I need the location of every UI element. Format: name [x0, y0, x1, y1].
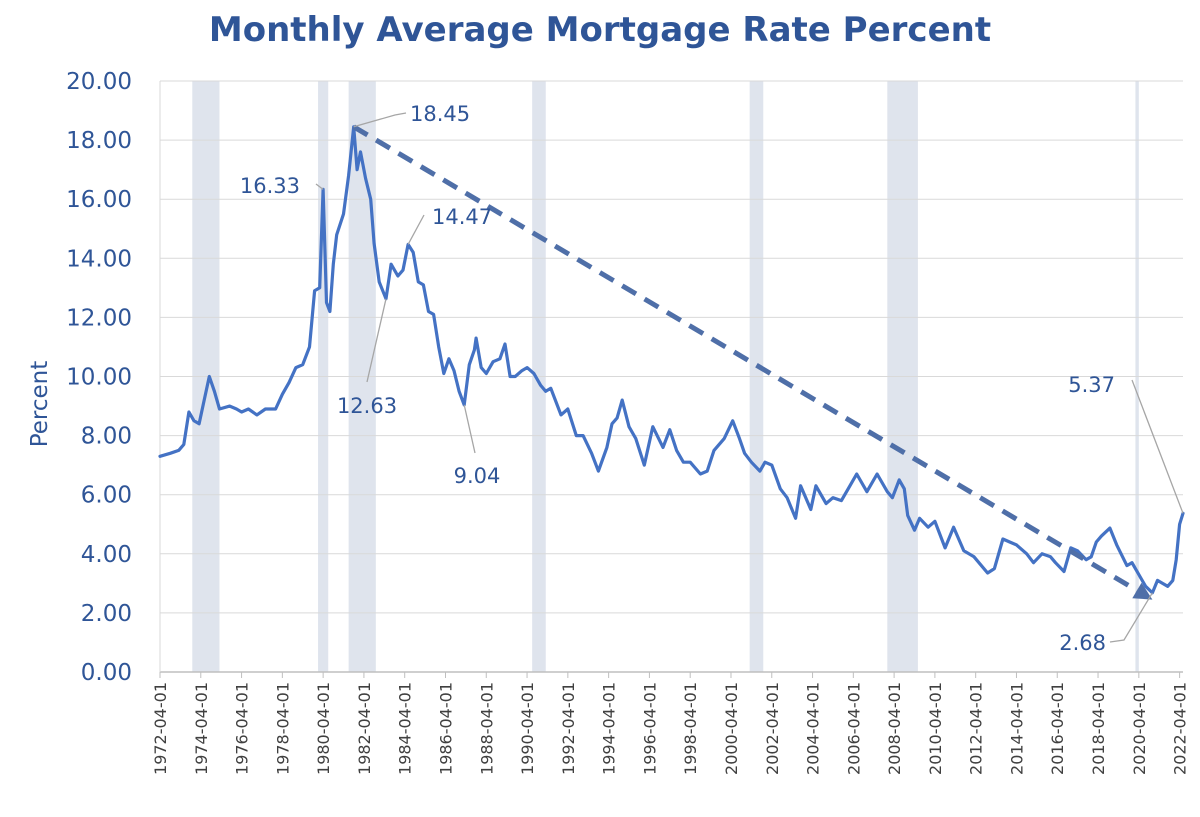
x-tick-label-10: 1992-04-01	[559, 682, 578, 775]
annotation-leader-0	[353, 112, 407, 128]
gridlines	[159, 80, 1183, 673]
y-tick-label-0: 0.00	[81, 660, 132, 686]
x-tick-label-8: 1988-04-01	[477, 682, 496, 775]
y-tick-label-4: 8.00	[81, 424, 132, 450]
x-tick-label-19: 2010-04-01	[926, 682, 945, 775]
annotation-leader-5	[1131, 379, 1184, 514]
x-tick-label-11: 1994-04-01	[600, 682, 619, 775]
x-tick-label-20: 2012-04-01	[967, 682, 986, 775]
x-tick-label-4: 1980-04-01	[314, 682, 333, 775]
y-tick-label-8: 16.00	[66, 187, 132, 213]
x-tick-label-6: 1984-04-01	[396, 682, 415, 775]
x-tick-label-9: 1990-04-01	[518, 682, 537, 775]
y-tick-label-7: 14.00	[66, 246, 132, 272]
series-layer	[158, 125, 1185, 595]
annotation-leader-3	[366, 298, 387, 383]
y-tick-label-9: 18.00	[66, 128, 132, 154]
annotation-label-2: 14.47	[432, 205, 492, 229]
y-axis-ticks: 0.00 2.00 4.00 6.00 8.00 10.00 12.00 14.00 16.00…	[66, 69, 132, 686]
annotation-label-0: 18.45	[410, 102, 470, 126]
x-tick-label-5: 1982-04-01	[355, 682, 374, 775]
annotation-label-1: 16.33	[240, 174, 300, 198]
x-tick-label-2: 1976-04-01	[233, 682, 252, 775]
chart-title: Monthly Average Mortgage Rate Percent	[209, 10, 991, 50]
x-tick-label-16: 2004-04-01	[804, 682, 823, 775]
x-tick-label-24: 2020-04-01	[1130, 682, 1149, 775]
annotation-label-5: 5.37	[1068, 373, 1115, 397]
annotation-leader-1	[315, 183, 324, 190]
annotation-leader-4	[463, 404, 476, 454]
annotation-label-3: 12.63	[337, 394, 397, 418]
y-axis-label: Percent	[27, 361, 53, 448]
y-tick-label-6: 12.00	[66, 305, 132, 331]
trend-line	[352, 124, 1139, 593]
x-tick-label-23: 2018-04-01	[1089, 682, 1108, 775]
y-tick-label-2: 4.00	[81, 542, 132, 568]
trend-arrowhead	[1132, 582, 1153, 600]
x-tick-label-13: 1998-04-01	[681, 682, 700, 775]
annotation-leader-6	[1109, 592, 1153, 643]
annotation-label-4: 9.04	[454, 464, 501, 488]
x-tick-label-21: 2014-04-01	[1007, 682, 1026, 775]
y-tick-label-10: 20.00	[66, 69, 132, 95]
trend-layer	[352, 124, 1153, 600]
x-tick-label-0: 1972-04-01	[151, 682, 170, 775]
x-tick-label-1: 1974-04-01	[192, 682, 211, 775]
x-axis-ticks: 1972-04-01 1974-04-01 1976-04-01 1978-04-01…	[151, 672, 1190, 775]
x-tick-label-22: 2016-04-01	[1048, 682, 1067, 775]
y-tick-label-5: 10.00	[66, 365, 132, 391]
annotations: 18.45 16.33 14.47 12.63 9.04 5.37 2.68	[240, 102, 1184, 655]
x-tick-label-15: 2002-04-01	[763, 682, 782, 775]
annotation-leader-2	[407, 214, 425, 245]
y-tick-label-1: 2.00	[81, 601, 132, 627]
annotation-label-6: 2.68	[1059, 631, 1106, 655]
x-tick-label-3: 1978-04-01	[273, 682, 292, 775]
x-tick-label-12: 1996-04-01	[640, 682, 659, 775]
x-tick-label-25: 2022-04-01	[1171, 682, 1190, 775]
x-tick-label-14: 2000-04-01	[722, 682, 741, 775]
x-tick-label-17: 2006-04-01	[844, 682, 863, 775]
x-tick-label-18: 2008-04-01	[885, 682, 904, 775]
series-line-0	[158, 125, 1185, 595]
y-tick-label-3: 6.00	[81, 483, 132, 509]
x-tick-label-7: 1986-04-01	[436, 682, 455, 775]
